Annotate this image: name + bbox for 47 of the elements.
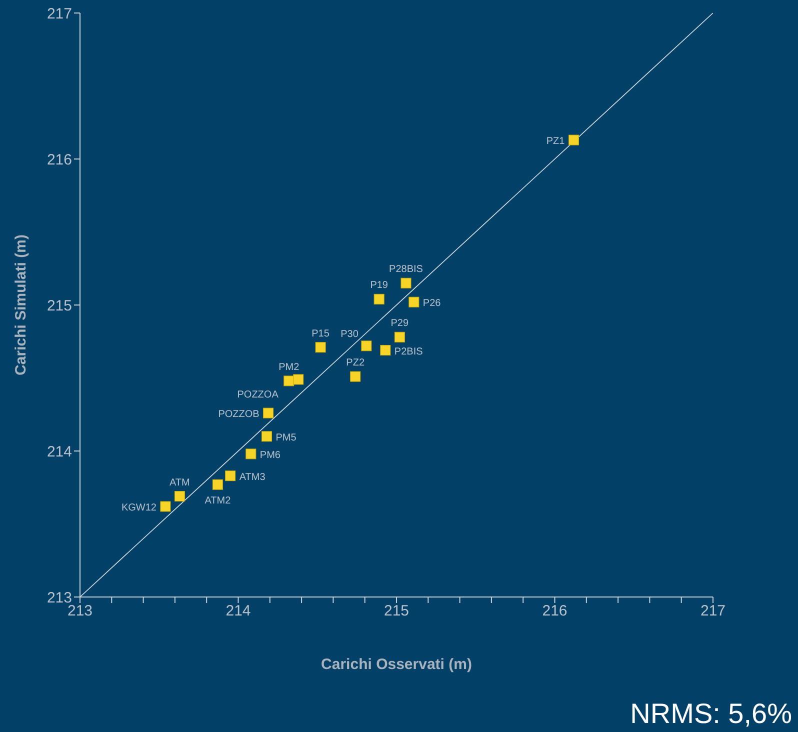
point xyxy=(212,479,223,490)
x-tick-label: 214 xyxy=(226,602,251,620)
point xyxy=(380,345,391,356)
annotation: POZZOA xyxy=(237,389,279,400)
annotation: P15 xyxy=(312,328,330,340)
point xyxy=(394,332,405,342)
x-tick-label: 215 xyxy=(384,602,410,620)
point xyxy=(246,448,256,460)
annotation: PZ2 xyxy=(346,358,365,369)
annotation: P29 xyxy=(390,318,409,330)
annotation: P2BIS xyxy=(394,346,424,358)
point xyxy=(400,278,412,288)
point xyxy=(174,491,185,502)
point xyxy=(284,376,294,386)
annotation: PZ1 xyxy=(546,136,566,148)
point xyxy=(225,470,236,482)
annotation: ATM3 xyxy=(239,472,266,483)
annotation: P30 xyxy=(340,328,359,340)
y-tick-label: 214 xyxy=(46,443,72,460)
y-tick-label: 216 xyxy=(46,151,72,168)
point xyxy=(160,501,171,512)
x-tick-label: 216 xyxy=(542,602,568,620)
y-tick-label: 217 xyxy=(46,5,72,22)
y-axis-title: Carichi Simulati (m) xyxy=(12,234,30,376)
point xyxy=(293,374,304,385)
annotation: ATM2 xyxy=(204,496,232,507)
annotation: POZZOB xyxy=(218,409,260,420)
annotation: PM2 xyxy=(278,362,300,373)
annotation: ATM xyxy=(170,477,190,488)
point xyxy=(568,134,579,146)
annotation: P26 xyxy=(422,298,442,310)
annotation: P19 xyxy=(370,280,388,292)
x-axis-title: Carichi Osservati (m) xyxy=(321,656,472,673)
point xyxy=(408,296,420,308)
annotation: PM5 xyxy=(276,432,297,444)
annotation: KGW12 xyxy=(121,502,157,514)
annotation: PM6 xyxy=(260,450,281,461)
point xyxy=(261,431,272,442)
point xyxy=(361,340,372,352)
point xyxy=(315,342,326,353)
text: NRMS: 5,6% xyxy=(630,698,792,730)
x-tick-label: 217 xyxy=(700,602,726,620)
annotation: P28BIS xyxy=(389,264,424,276)
y-tick-label: 215 xyxy=(46,297,72,314)
point xyxy=(263,408,274,418)
point xyxy=(374,294,384,304)
point xyxy=(350,371,361,382)
